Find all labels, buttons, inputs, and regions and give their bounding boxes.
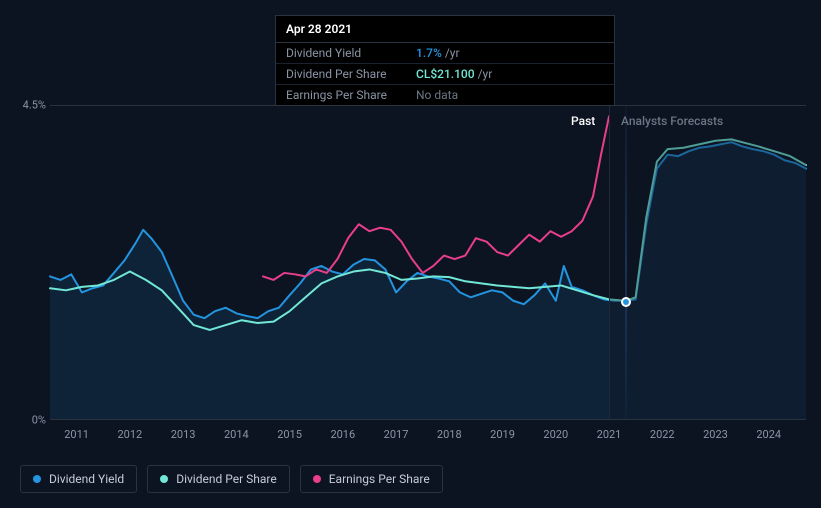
x-axis: 2011 2012 2013 2014 2015 2016 2017 2018 2019 2020… <box>50 428 806 448</box>
chart-tooltip: Apr 28 2021 Dividend Yield1.7%/yrDividen… <box>275 15 615 106</box>
x-axis-tick: 2021 <box>597 428 622 441</box>
x-axis-tick: 2023 <box>703 428 728 441</box>
tooltip-row: Earnings Per ShareNo data <box>276 85 614 105</box>
past-forecast-divider <box>609 106 610 419</box>
legend-label: Dividend Yield <box>49 472 124 486</box>
y-axis-tick: 0% <box>32 414 46 427</box>
x-axis-tick: 2015 <box>277 428 302 441</box>
x-axis-tick: 2013 <box>171 428 196 441</box>
chart-svg <box>50 106 806 419</box>
y-axis-tick: 4.5% <box>23 99 46 112</box>
tooltip-row: Dividend Per ShareCL$21.100/yr <box>276 64 614 85</box>
tooltip-row-value: No data <box>416 88 604 102</box>
legend-dot-icon <box>33 475 41 483</box>
x-axis-tick: 2012 <box>117 428 142 441</box>
tooltip-row-value: 1.7%/yr <box>416 46 604 60</box>
legend-dot-icon <box>160 475 168 483</box>
tooltip-row: Dividend Yield1.7%/yr <box>276 43 614 64</box>
legend-item-dividend-per-share[interactable]: Dividend Per Share <box>147 465 290 493</box>
tooltip-row-value: CL$21.100/yr <box>416 67 604 81</box>
chart-area: 4.5%0% Past Analysts Forecasts <box>18 105 806 420</box>
chart-plot[interactable]: Past Analysts Forecasts <box>50 105 806 420</box>
tooltip-row-label: Dividend Per Share <box>286 67 416 81</box>
tooltip-date: Apr 28 2021 <box>276 16 614 43</box>
x-axis-tick: 2019 <box>490 428 515 441</box>
tooltip-row-label: Dividend Yield <box>286 46 416 60</box>
past-label: Past <box>571 114 595 128</box>
x-axis-tick: 2014 <box>224 428 249 441</box>
legend-dot-icon <box>313 475 321 483</box>
forecast-label: Analysts Forecasts <box>621 114 723 128</box>
x-axis-tick: 2017 <box>384 428 409 441</box>
x-axis-tick: 2016 <box>330 428 355 441</box>
legend: Dividend Yield Dividend Per Share Earnings… <box>20 465 443 493</box>
legend-label: Dividend Per Share <box>176 472 277 486</box>
legend-item-dividend-yield[interactable]: Dividend Yield <box>20 465 137 493</box>
x-axis-tick: 2020 <box>543 428 568 441</box>
x-axis-tick: 2024 <box>756 428 781 441</box>
x-axis-tick: 2022 <box>650 428 675 441</box>
marker-dot <box>621 297 631 307</box>
tooltip-rows: Dividend Yield1.7%/yrDividend Per ShareC… <box>276 43 614 105</box>
series-line <box>263 116 609 279</box>
x-axis-tick: 2018 <box>437 428 462 441</box>
marker-line <box>626 106 627 419</box>
x-axis-tick: 2011 <box>64 428 89 441</box>
legend-item-earnings-per-share[interactable]: Earnings Per Share <box>300 465 443 493</box>
tooltip-row-label: Earnings Per Share <box>286 88 416 102</box>
legend-label: Earnings Per Share <box>329 472 430 486</box>
series-fill <box>50 142 806 419</box>
